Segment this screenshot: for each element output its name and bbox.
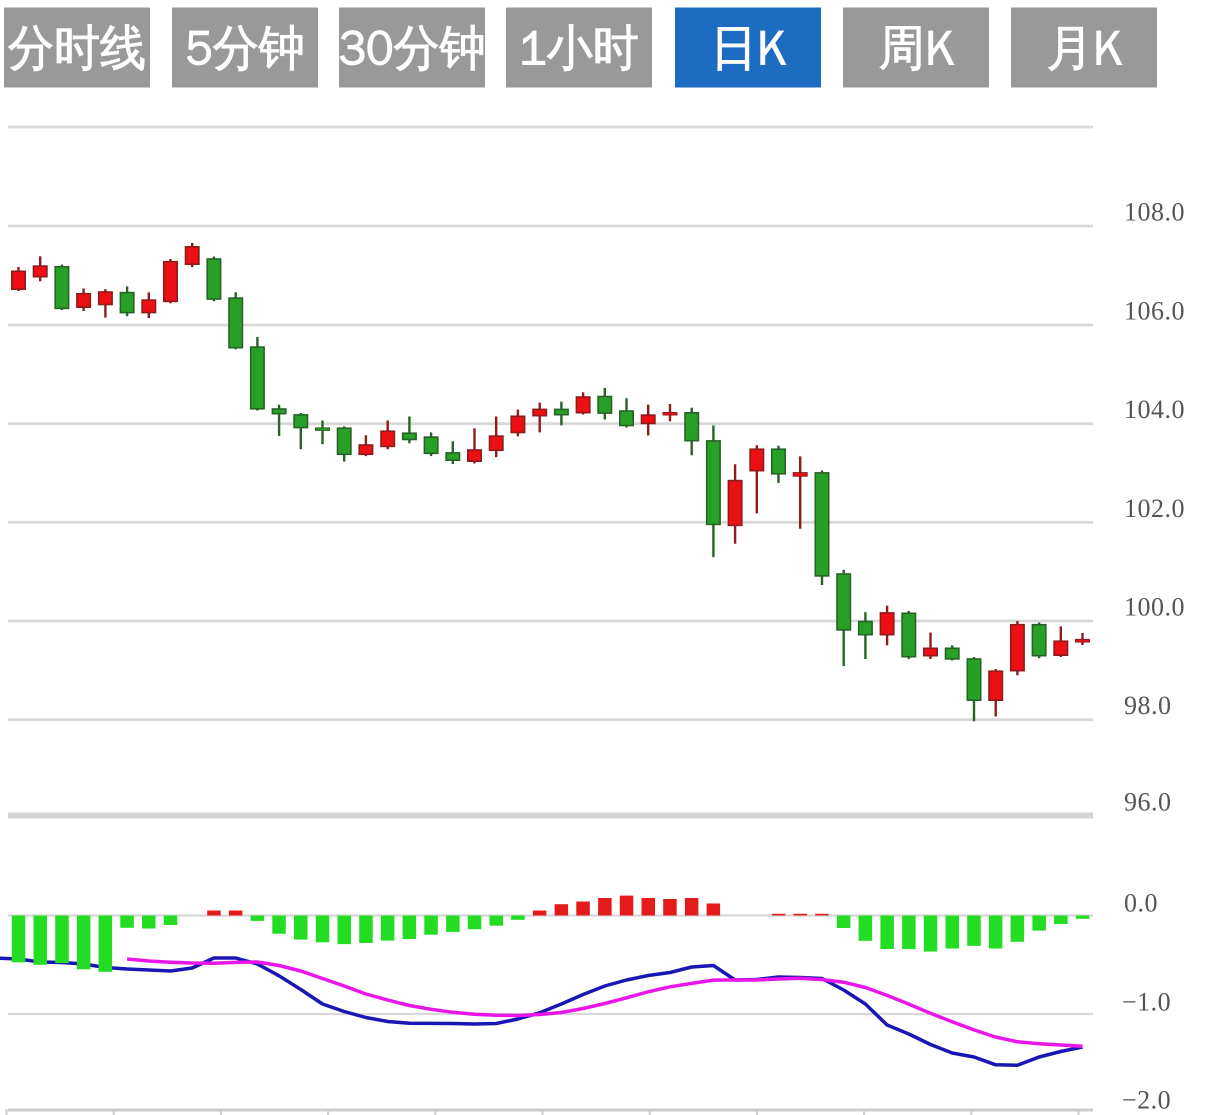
svg-text:102.0: 102.0	[1124, 494, 1185, 523]
svg-text:0.0: 0.0	[1124, 889, 1158, 918]
svg-text:108.0: 108.0	[1124, 198, 1185, 227]
svg-text:−2.0: −2.0	[1122, 1086, 1171, 1115]
svg-text:106.0: 106.0	[1124, 297, 1185, 326]
svg-text:98.0: 98.0	[1124, 691, 1172, 720]
svg-text:100.0: 100.0	[1124, 593, 1185, 622]
svg-text:96.0: 96.0	[1124, 787, 1172, 816]
svg-text:−1.0: −1.0	[1122, 987, 1171, 1016]
svg-text:104.0: 104.0	[1124, 395, 1185, 424]
